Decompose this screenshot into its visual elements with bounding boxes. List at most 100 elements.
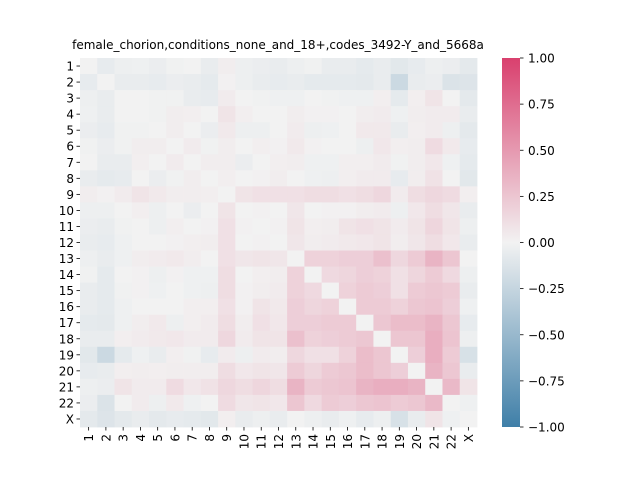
heatmap-cell — [425, 330, 443, 348]
heatmap-cell — [218, 410, 236, 428]
heatmap-cell — [269, 138, 288, 155]
heatmap-cell — [287, 250, 305, 267]
heatmap-cell — [356, 218, 374, 235]
heatmap-cell — [459, 154, 478, 171]
heatmap-cell — [218, 138, 236, 155]
heatmap-cell — [131, 330, 150, 348]
heatmap-cell — [356, 122, 374, 139]
heatmap-cell — [183, 314, 202, 332]
heatmap-cell — [149, 314, 167, 332]
heatmap-cell — [114, 122, 133, 139]
heatmap-cell — [390, 378, 409, 396]
heatmap-cell — [356, 106, 374, 123]
heatmap-cell — [97, 378, 115, 396]
heatmap-cell — [97, 202, 115, 219]
heatmap-cell — [166, 122, 184, 139]
heatmap-cell — [338, 314, 357, 332]
heatmap-cell — [235, 170, 254, 187]
heatmap-cell — [218, 202, 236, 219]
heatmap-cell — [218, 234, 236, 251]
heatmap-cell — [97, 250, 115, 267]
heatmap-cell — [321, 250, 340, 267]
heatmap-cell — [149, 298, 167, 316]
colorbar-tick-label: −1.00 — [528, 421, 565, 435]
heatmap-cell — [252, 218, 271, 235]
heatmap-cell — [321, 202, 340, 219]
heatmap-cell — [149, 122, 167, 139]
heatmap-cell — [425, 154, 443, 171]
heatmap-cell — [356, 346, 374, 364]
heatmap-cell — [407, 58, 426, 75]
heatmap-cell — [407, 218, 426, 235]
heatmap-cell — [131, 74, 150, 91]
heatmap-cell — [235, 234, 254, 251]
heatmap-cell — [183, 106, 202, 123]
heatmap-cell — [442, 170, 461, 187]
heatmap-cell — [407, 346, 426, 364]
heatmap-cell — [425, 298, 443, 316]
heatmap-cell — [114, 330, 133, 348]
heatmap-cell — [218, 346, 236, 364]
col-tick-labels: 1 2 3 4 5 6 7 8 9 10 11 12 13 14 15 16 17 18 19 20 21 22 X — [82, 427, 476, 449]
heatmap-cell — [97, 122, 115, 139]
heatmap-cell — [442, 298, 461, 316]
heatmap-cell — [287, 362, 305, 380]
heatmap-cell — [304, 378, 323, 396]
heatmap-cell — [338, 138, 357, 155]
heatmap-cell — [166, 170, 184, 187]
heatmap-cell — [114, 298, 133, 316]
heatmap-cell — [459, 74, 478, 91]
heatmap-cell — [114, 250, 133, 267]
heatmap-cell — [200, 138, 219, 155]
col-tick-label: 21 — [427, 434, 441, 449]
heatmap-cell — [442, 186, 461, 203]
col-tick-label: 20 — [410, 434, 424, 449]
heatmap-cell — [459, 58, 478, 75]
heatmap-cell — [269, 346, 288, 364]
heatmap-cell — [97, 234, 115, 251]
heatmap-cell — [252, 74, 271, 91]
heatmap-cell — [373, 186, 392, 203]
heatmap-cell — [269, 234, 288, 251]
heatmap-cell — [321, 314, 340, 332]
heatmap-cell — [407, 378, 426, 396]
heatmap-cell — [442, 362, 461, 380]
heatmap-cell — [114, 314, 133, 332]
heatmap-cell — [287, 74, 305, 91]
heatmap-cell — [131, 378, 150, 396]
heatmap-cell — [356, 378, 374, 396]
heatmap-cell — [287, 330, 305, 348]
heatmap-cell — [356, 154, 374, 171]
heatmap-cell — [338, 202, 357, 219]
heatmap-cell — [183, 298, 202, 316]
heatmap-cell — [373, 234, 392, 251]
heatmap-cell — [373, 394, 392, 412]
heatmap-cell — [373, 346, 392, 364]
heatmap-cell — [373, 154, 392, 171]
heatmap-cell — [235, 378, 254, 396]
col-tick-label: 11 — [255, 434, 269, 449]
heatmap-cell — [390, 58, 409, 75]
heatmap-cell — [442, 138, 461, 155]
heatmap-cell — [321, 378, 340, 396]
heatmap-cell — [459, 362, 478, 380]
heatmap-cell — [321, 410, 340, 428]
heatmap-cell — [287, 394, 305, 412]
heatmap-cell — [235, 90, 254, 107]
row-tick-label: 18 — [59, 332, 74, 346]
heatmap-cell — [338, 122, 357, 139]
heatmap-cell — [407, 362, 426, 380]
heatmap-cell — [97, 298, 115, 316]
row-tick-label: 15 — [59, 284, 74, 298]
heatmap-cell — [269, 122, 288, 139]
heatmap-cell — [338, 266, 357, 284]
heatmap-cell — [235, 266, 254, 284]
row-tick-label: 13 — [59, 252, 74, 266]
heatmap-cell — [442, 58, 461, 75]
heatmap-cell — [183, 394, 202, 412]
col-tick-label: 12 — [272, 434, 286, 449]
heatmap-cell — [407, 106, 426, 123]
heatmap-cell — [407, 74, 426, 91]
heatmap-cell — [269, 74, 288, 91]
heatmap-cell — [390, 202, 409, 219]
